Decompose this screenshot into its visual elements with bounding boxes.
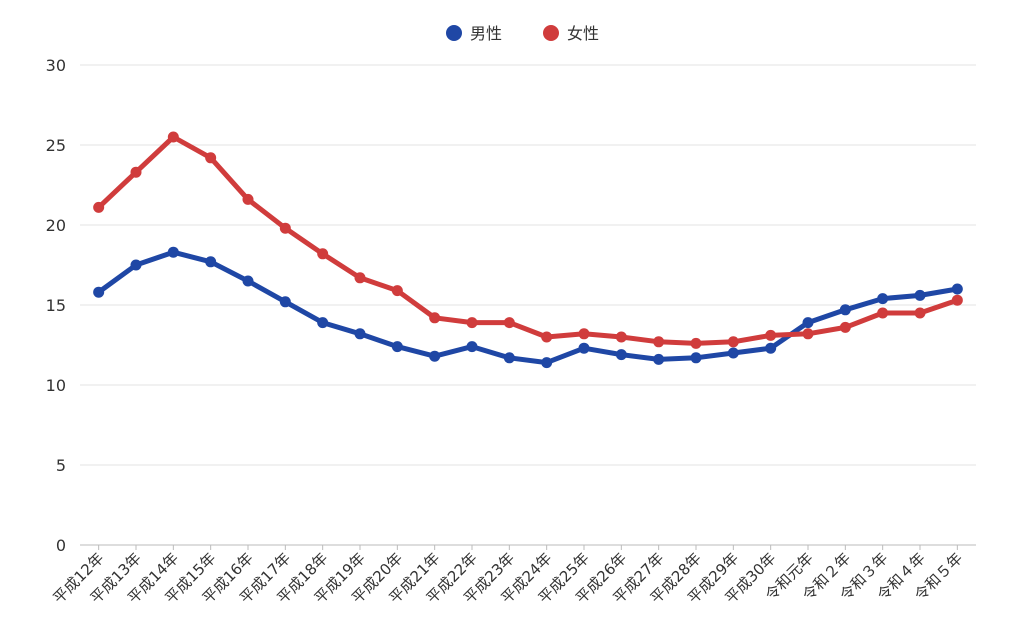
y-tick-label: 10 <box>46 376 66 395</box>
data-point <box>727 347 739 359</box>
x-axis-ticks: 平成12年平成13年平成14年平成15年平成16年平成17年平成18年平成19年… <box>49 545 966 607</box>
data-point <box>615 331 627 343</box>
data-point <box>391 285 403 297</box>
legend-swatch <box>446 25 462 41</box>
legend-label: 女性 <box>567 24 599 43</box>
y-tick-label: 20 <box>46 216 66 235</box>
data-point <box>877 307 889 319</box>
data-point <box>354 328 366 340</box>
data-point <box>802 317 814 329</box>
series-line <box>96 134 960 346</box>
legend-item: 女性 <box>543 24 599 43</box>
data-point <box>354 272 366 284</box>
data-point <box>578 328 590 340</box>
data-point <box>839 321 851 333</box>
data-point <box>727 336 739 348</box>
legend-item: 男性 <box>446 24 502 43</box>
data-point <box>317 317 329 329</box>
data-point <box>914 289 926 301</box>
legend-swatch <box>543 25 559 41</box>
data-point <box>466 341 478 353</box>
data-point <box>951 283 963 295</box>
data-point <box>391 341 403 353</box>
data-point <box>167 246 179 258</box>
data-point <box>877 293 889 305</box>
legend: 男性 女性 <box>446 24 599 43</box>
data-point <box>765 342 777 354</box>
data-point <box>802 328 814 340</box>
data-point <box>578 342 590 354</box>
data-point <box>541 331 553 343</box>
data-point <box>653 336 665 348</box>
y-tick-label: 30 <box>46 56 66 75</box>
legend-label: 男性 <box>470 24 502 43</box>
data-point <box>130 259 142 271</box>
data-point <box>839 304 851 316</box>
data-point <box>93 201 105 213</box>
data-point <box>242 275 254 287</box>
data-point <box>466 317 478 329</box>
series-2 <box>93 131 963 349</box>
data-point <box>167 131 179 143</box>
y-tick-label: 25 <box>46 136 66 155</box>
series-line <box>96 249 960 366</box>
data-point <box>429 350 441 362</box>
data-point <box>615 349 627 361</box>
data-point <box>93 286 105 298</box>
data-point <box>503 352 515 364</box>
series-1 <box>93 246 963 369</box>
data-point <box>653 353 665 365</box>
data-point <box>690 352 702 364</box>
data-point <box>205 152 217 164</box>
data-point <box>279 296 291 308</box>
data-point <box>503 317 515 329</box>
data-point <box>242 193 254 205</box>
data-point <box>317 248 329 260</box>
grid-lines <box>80 64 976 466</box>
y-tick-label: 5 <box>56 456 66 475</box>
data-point <box>541 357 553 369</box>
data-point <box>690 337 702 349</box>
data-point <box>130 166 142 178</box>
data-point <box>765 329 777 341</box>
series-group <box>93 131 963 369</box>
data-point <box>951 294 963 306</box>
y-tick-label: 15 <box>46 296 66 315</box>
data-point <box>914 307 926 319</box>
y-axis-ticks: 0 5 10 15 20 25 30 <box>46 56 66 555</box>
data-point <box>429 312 441 324</box>
y-tick-label: 0 <box>56 536 66 555</box>
data-point <box>205 256 217 268</box>
data-point <box>279 222 291 234</box>
